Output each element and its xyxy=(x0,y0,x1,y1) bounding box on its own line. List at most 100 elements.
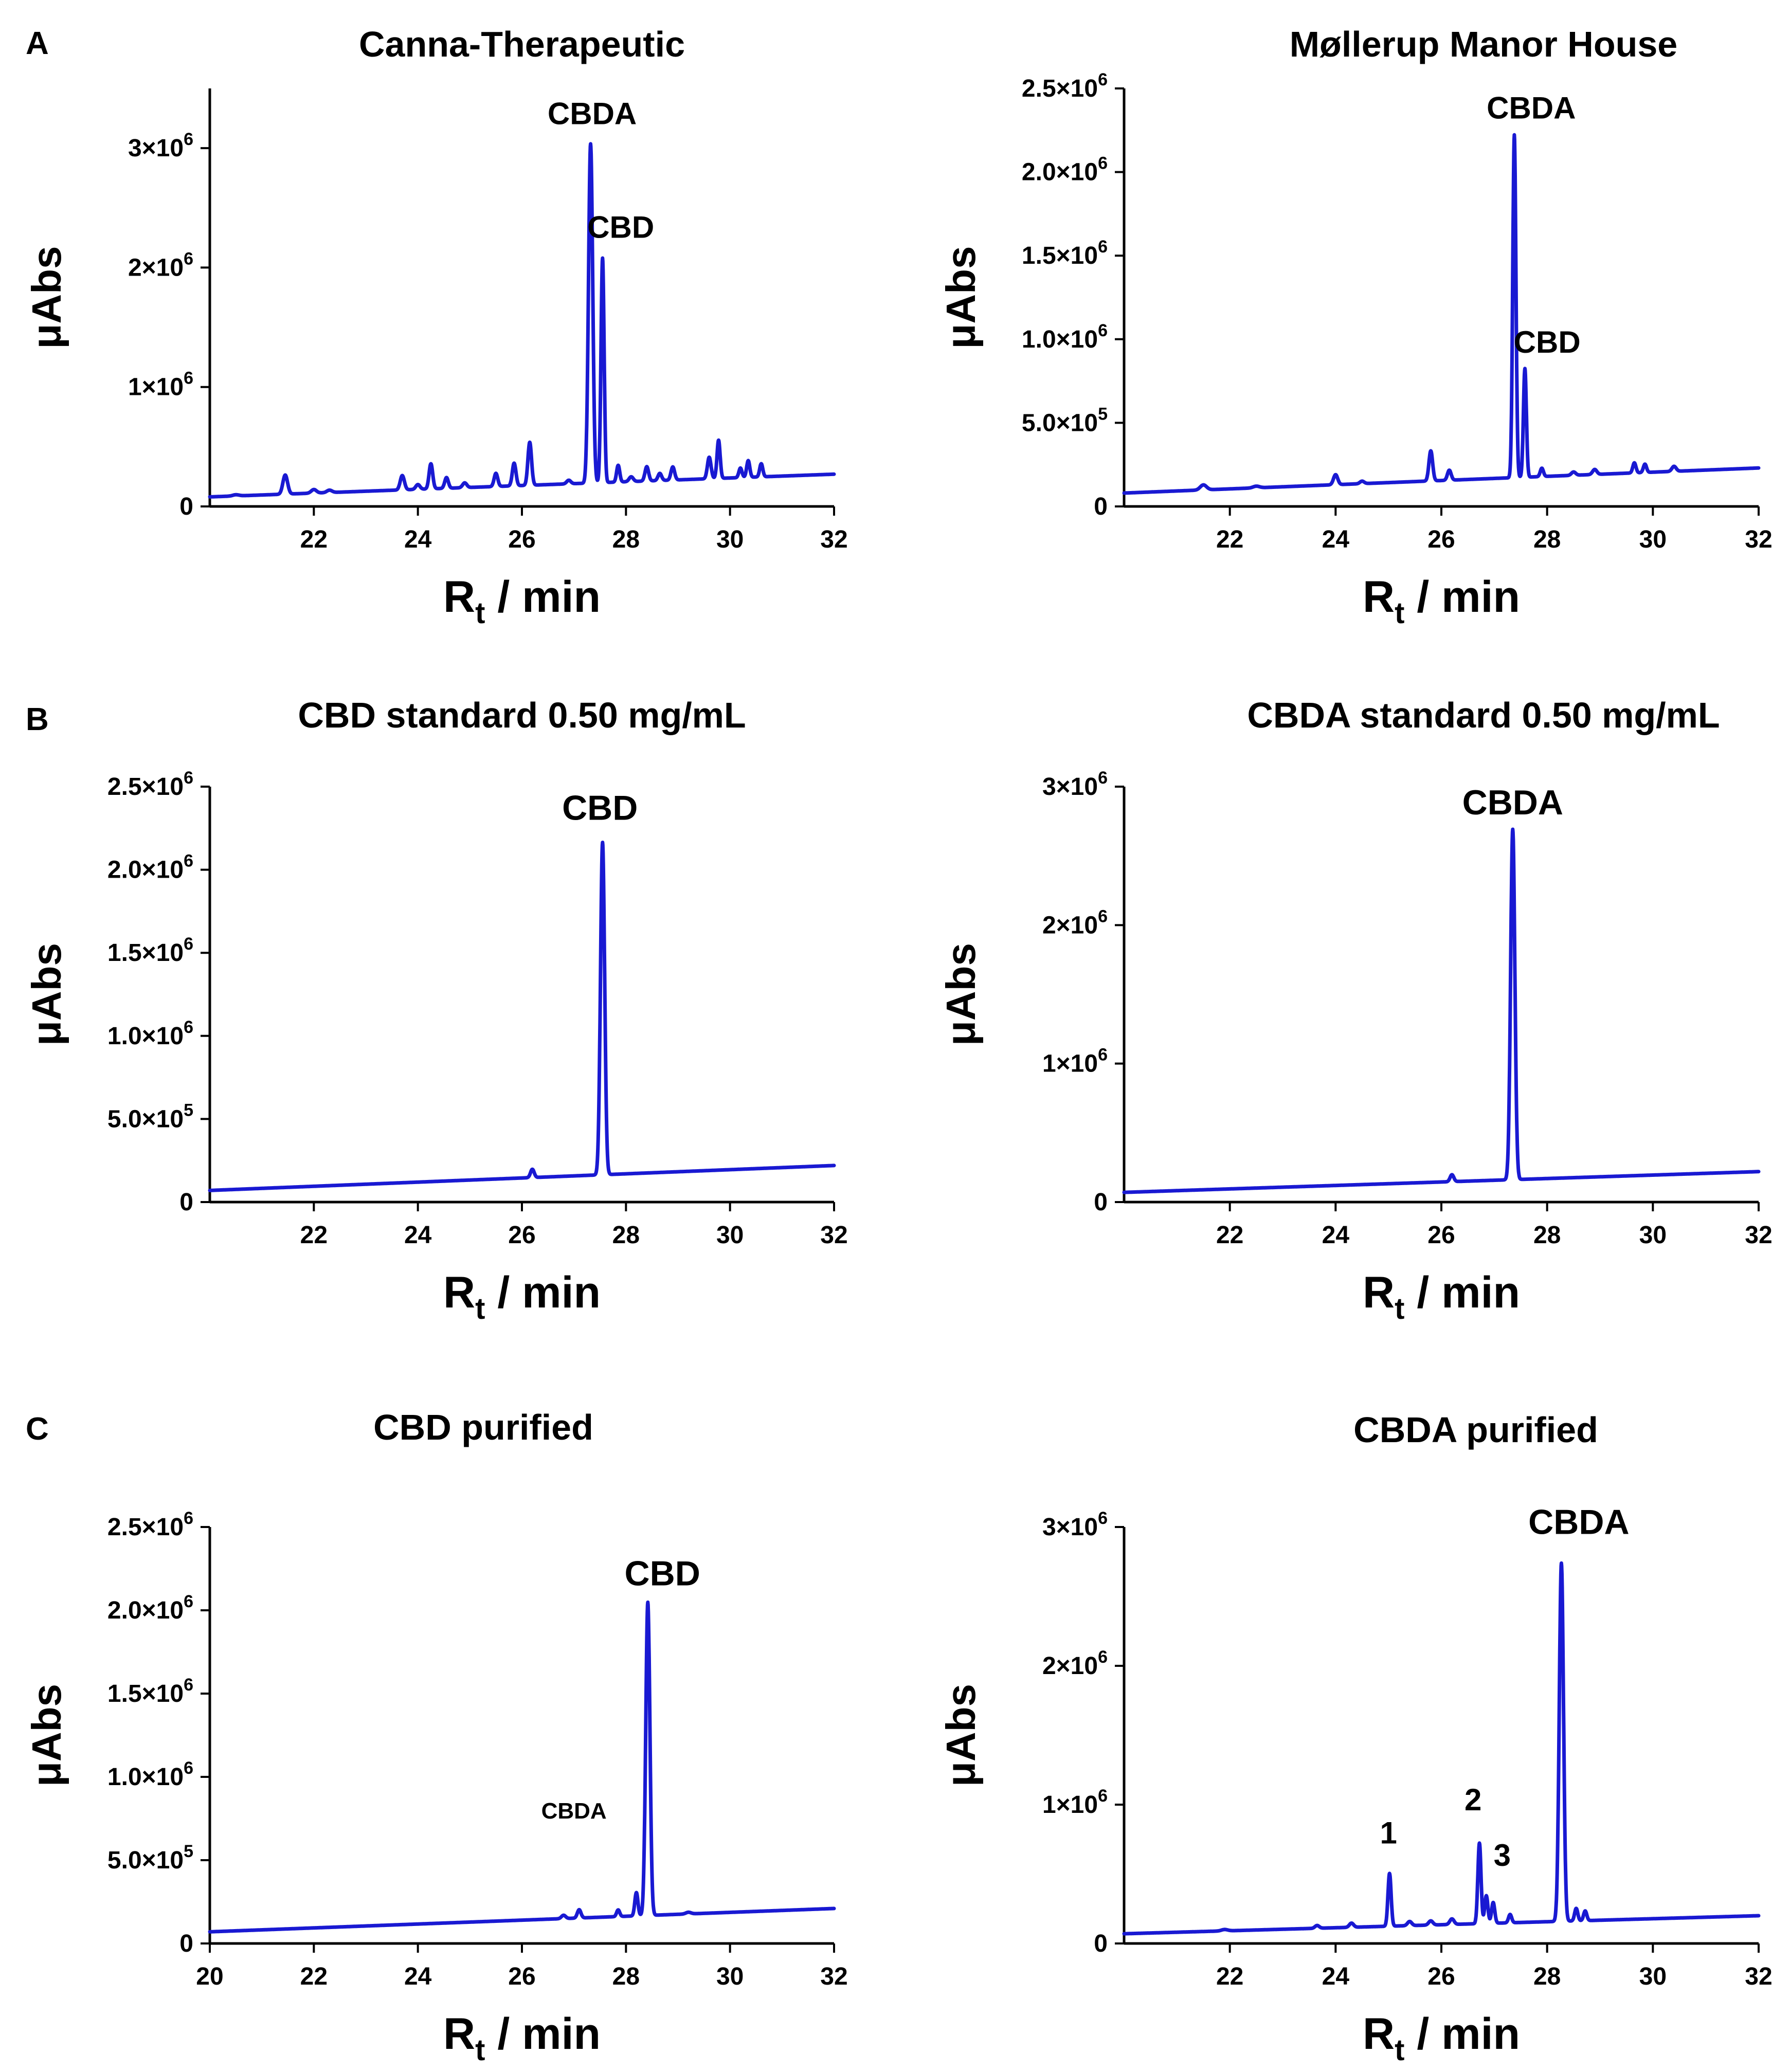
chromatogram-trace xyxy=(208,841,836,1192)
y-tick-label: 1.5×106 xyxy=(1022,237,1108,269)
y-tick-mantissa: 0 xyxy=(1094,1930,1108,1957)
chart-cbd-standard: B CBD standard 0.50 mg/mL 22 24 26 28 30 32 0 5.0… xyxy=(24,695,848,1325)
y-tick-mantissa: 0 xyxy=(179,1930,193,1957)
peak-label: CBD xyxy=(587,210,654,244)
y-tick-exponent: 5 xyxy=(1098,404,1108,424)
y-tick-label: 2.0×106 xyxy=(1022,154,1108,186)
y-tick-mantissa: 5.0×10 xyxy=(1022,409,1098,437)
x-tick-label: 22 xyxy=(300,1222,328,1249)
y-tick-mantissa: 1×10 xyxy=(1042,1050,1098,1078)
chromatogram-trace xyxy=(208,142,836,499)
y-tick-exponent: 6 xyxy=(184,1758,193,1778)
y-tick-label: 0 xyxy=(1094,1930,1108,1957)
y-tick-exponent: 6 xyxy=(1098,321,1108,340)
y-tick-mantissa: 3×10 xyxy=(128,135,184,162)
x-tick-label: 32 xyxy=(1745,1963,1772,1990)
y-tick-label: 1.0×106 xyxy=(107,1758,193,1791)
y-tick-label: 5.0×105 xyxy=(107,1100,193,1133)
x-tick-label: 22 xyxy=(1216,526,1243,553)
y-tick-label: 2.0×106 xyxy=(107,1592,193,1624)
chromatogram-trace xyxy=(208,1600,836,1934)
y-axis-title: μAbs xyxy=(24,246,69,349)
y-tick-label: 5.0×105 xyxy=(1022,404,1108,437)
y-tick-label: 2×106 xyxy=(1042,906,1108,939)
x-tick-label: 28 xyxy=(1533,526,1561,553)
y-tick-exponent: 6 xyxy=(1098,237,1108,257)
y-tick-exponent: 6 xyxy=(184,249,193,268)
y-tick-mantissa: 0 xyxy=(179,1189,193,1216)
x-tick-label: 30 xyxy=(716,1222,744,1249)
x-tick-label: 32 xyxy=(820,1222,847,1249)
x-tick-label: 28 xyxy=(1533,1963,1561,1990)
x-axis-title-unit: / min xyxy=(485,572,601,622)
y-tick-label: 1.0×106 xyxy=(1022,321,1108,353)
x-tick-label: 32 xyxy=(820,1963,847,1990)
y-tick-label: 2.5×106 xyxy=(1022,70,1108,102)
y-tick-mantissa: 1.5×10 xyxy=(107,1680,184,1707)
peak-label: CBDA xyxy=(1462,783,1563,822)
x-axis-title-unit: / min xyxy=(1404,572,1520,622)
y-tick-exponent: 6 xyxy=(184,768,193,788)
y-tick-mantissa: 2.5×10 xyxy=(107,1514,184,1541)
peak-label: 1 xyxy=(1380,1816,1397,1850)
peak-label: 3 xyxy=(1494,1838,1511,1873)
y-tick-mantissa: 0 xyxy=(179,493,193,520)
x-tick-label: 30 xyxy=(1639,1963,1667,1990)
x-tick-label: 24 xyxy=(404,1222,432,1249)
y-tick-exponent: 6 xyxy=(184,851,193,871)
y-tick-mantissa: 5.0×10 xyxy=(107,1105,184,1133)
y-tick-label: 0 xyxy=(179,1189,193,1216)
peak-label: CBD xyxy=(624,1554,700,1593)
y-axis-title: μAbs xyxy=(24,943,69,1046)
peak-label: CBDA xyxy=(548,97,637,131)
x-axis-title-main: R xyxy=(443,1268,475,1317)
x-tick-label: 24 xyxy=(404,1963,432,1990)
x-axis-title-unit: / min xyxy=(1404,1268,1520,1317)
x-axis-title-subscript: t xyxy=(475,2033,485,2067)
chromatogram-trace xyxy=(1122,827,1761,1194)
y-axis-title: μAbs xyxy=(938,1684,984,1787)
x-tick-label: 32 xyxy=(1745,1222,1772,1249)
chart-cbd-purified: C CBD purified 20 22 24 26 28 30 32 0 5.0×105 1.0×1… xyxy=(24,1407,848,2067)
x-axis-title: Rt / min xyxy=(1363,572,1520,630)
x-axis-title-subscript: t xyxy=(1395,2033,1404,2067)
chart-cbda-standard: CBDA standard 0.50 mg/mL 22 24 26 28 30 32 0 1×1… xyxy=(938,695,1773,1325)
y-tick-label: 3×106 xyxy=(1042,1508,1108,1541)
y-axis-title: μAbs xyxy=(24,1684,69,1787)
chart-title: CBD purified xyxy=(373,1407,593,1447)
x-tick-label: 22 xyxy=(300,1963,328,1990)
x-axis-title: Rt / min xyxy=(443,572,601,630)
y-tick-exponent: 6 xyxy=(1098,1786,1108,1806)
x-tick-label: 30 xyxy=(716,1963,744,1990)
x-tick-label: 24 xyxy=(1322,1222,1350,1249)
x-axis-title: Rt / min xyxy=(443,2009,601,2067)
y-tick-mantissa: 1.5×10 xyxy=(107,939,184,967)
y-tick-exponent: 6 xyxy=(1098,70,1108,89)
y-tick-label: 1×106 xyxy=(1042,1045,1108,1078)
peak-label: CBDA xyxy=(1487,91,1576,125)
y-tick-mantissa: 2.5×10 xyxy=(107,773,184,801)
x-tick-label: 26 xyxy=(508,1963,535,1990)
y-tick-exponent: 6 xyxy=(184,369,193,388)
x-axis-title: Rt / min xyxy=(1363,1268,1520,1325)
y-tick-mantissa: 1.0×10 xyxy=(107,1023,184,1050)
x-tick-label: 26 xyxy=(1427,1222,1455,1249)
x-tick-label: 26 xyxy=(1427,526,1455,553)
x-tick-label: 30 xyxy=(1639,1222,1667,1249)
y-tick-mantissa: 2.0×10 xyxy=(107,857,184,884)
y-tick-label: 1×106 xyxy=(1042,1786,1108,1819)
y-tick-label: 1.0×106 xyxy=(107,1017,193,1050)
y-tick-label: 0 xyxy=(1094,493,1108,520)
x-axis-title-subscript: t xyxy=(475,1292,485,1325)
chromatogram-trace xyxy=(1122,133,1761,495)
y-tick-label: 1×106 xyxy=(128,369,193,401)
x-tick-label: 24 xyxy=(1322,1963,1350,1990)
x-tick-label: 26 xyxy=(508,1222,535,1249)
x-tick-label: 32 xyxy=(820,526,847,553)
x-tick-label: 24 xyxy=(1322,526,1350,553)
x-tick-label: 20 xyxy=(196,1963,223,1990)
y-tick-label: 1.5×106 xyxy=(107,1675,193,1707)
